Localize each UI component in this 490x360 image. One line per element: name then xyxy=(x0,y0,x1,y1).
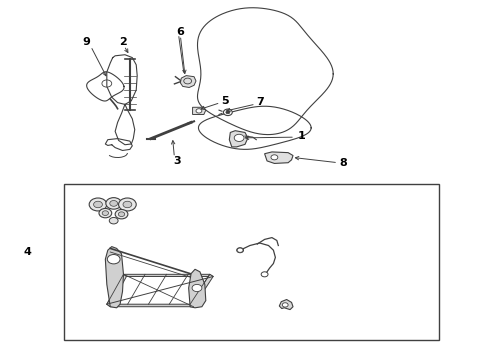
Polygon shape xyxy=(279,300,293,310)
Polygon shape xyxy=(193,107,206,114)
Circle shape xyxy=(223,109,232,116)
Polygon shape xyxy=(189,269,206,308)
Circle shape xyxy=(226,111,230,114)
Polygon shape xyxy=(105,247,123,308)
Text: 3: 3 xyxy=(173,156,181,166)
Text: 7: 7 xyxy=(256,96,264,107)
Polygon shape xyxy=(190,274,213,307)
Circle shape xyxy=(115,210,128,219)
Circle shape xyxy=(192,284,202,292)
Circle shape xyxy=(89,198,107,211)
Polygon shape xyxy=(229,131,248,147)
Circle shape xyxy=(282,303,288,307)
Polygon shape xyxy=(265,152,293,163)
Text: 5: 5 xyxy=(221,96,229,106)
Circle shape xyxy=(94,201,102,208)
Circle shape xyxy=(237,248,243,252)
Polygon shape xyxy=(123,274,213,276)
Text: 8: 8 xyxy=(339,158,347,168)
Circle shape xyxy=(109,217,118,224)
Circle shape xyxy=(123,201,132,208)
Bar xyxy=(64,184,439,340)
Text: 4: 4 xyxy=(23,247,31,257)
Circle shape xyxy=(237,248,244,253)
Polygon shape xyxy=(107,274,126,307)
Circle shape xyxy=(261,272,268,277)
Circle shape xyxy=(99,208,112,218)
Circle shape xyxy=(106,198,122,209)
Circle shape xyxy=(119,212,124,217)
Polygon shape xyxy=(180,76,196,87)
Polygon shape xyxy=(107,304,194,307)
Text: 2: 2 xyxy=(119,37,126,48)
Text: 9: 9 xyxy=(82,37,90,48)
Circle shape xyxy=(271,155,278,160)
Circle shape xyxy=(107,255,120,264)
Circle shape xyxy=(119,198,136,211)
Circle shape xyxy=(110,201,118,206)
Text: 6: 6 xyxy=(176,27,184,37)
Text: 1: 1 xyxy=(297,131,305,141)
Circle shape xyxy=(102,211,109,215)
Circle shape xyxy=(196,109,202,113)
Circle shape xyxy=(234,134,244,141)
